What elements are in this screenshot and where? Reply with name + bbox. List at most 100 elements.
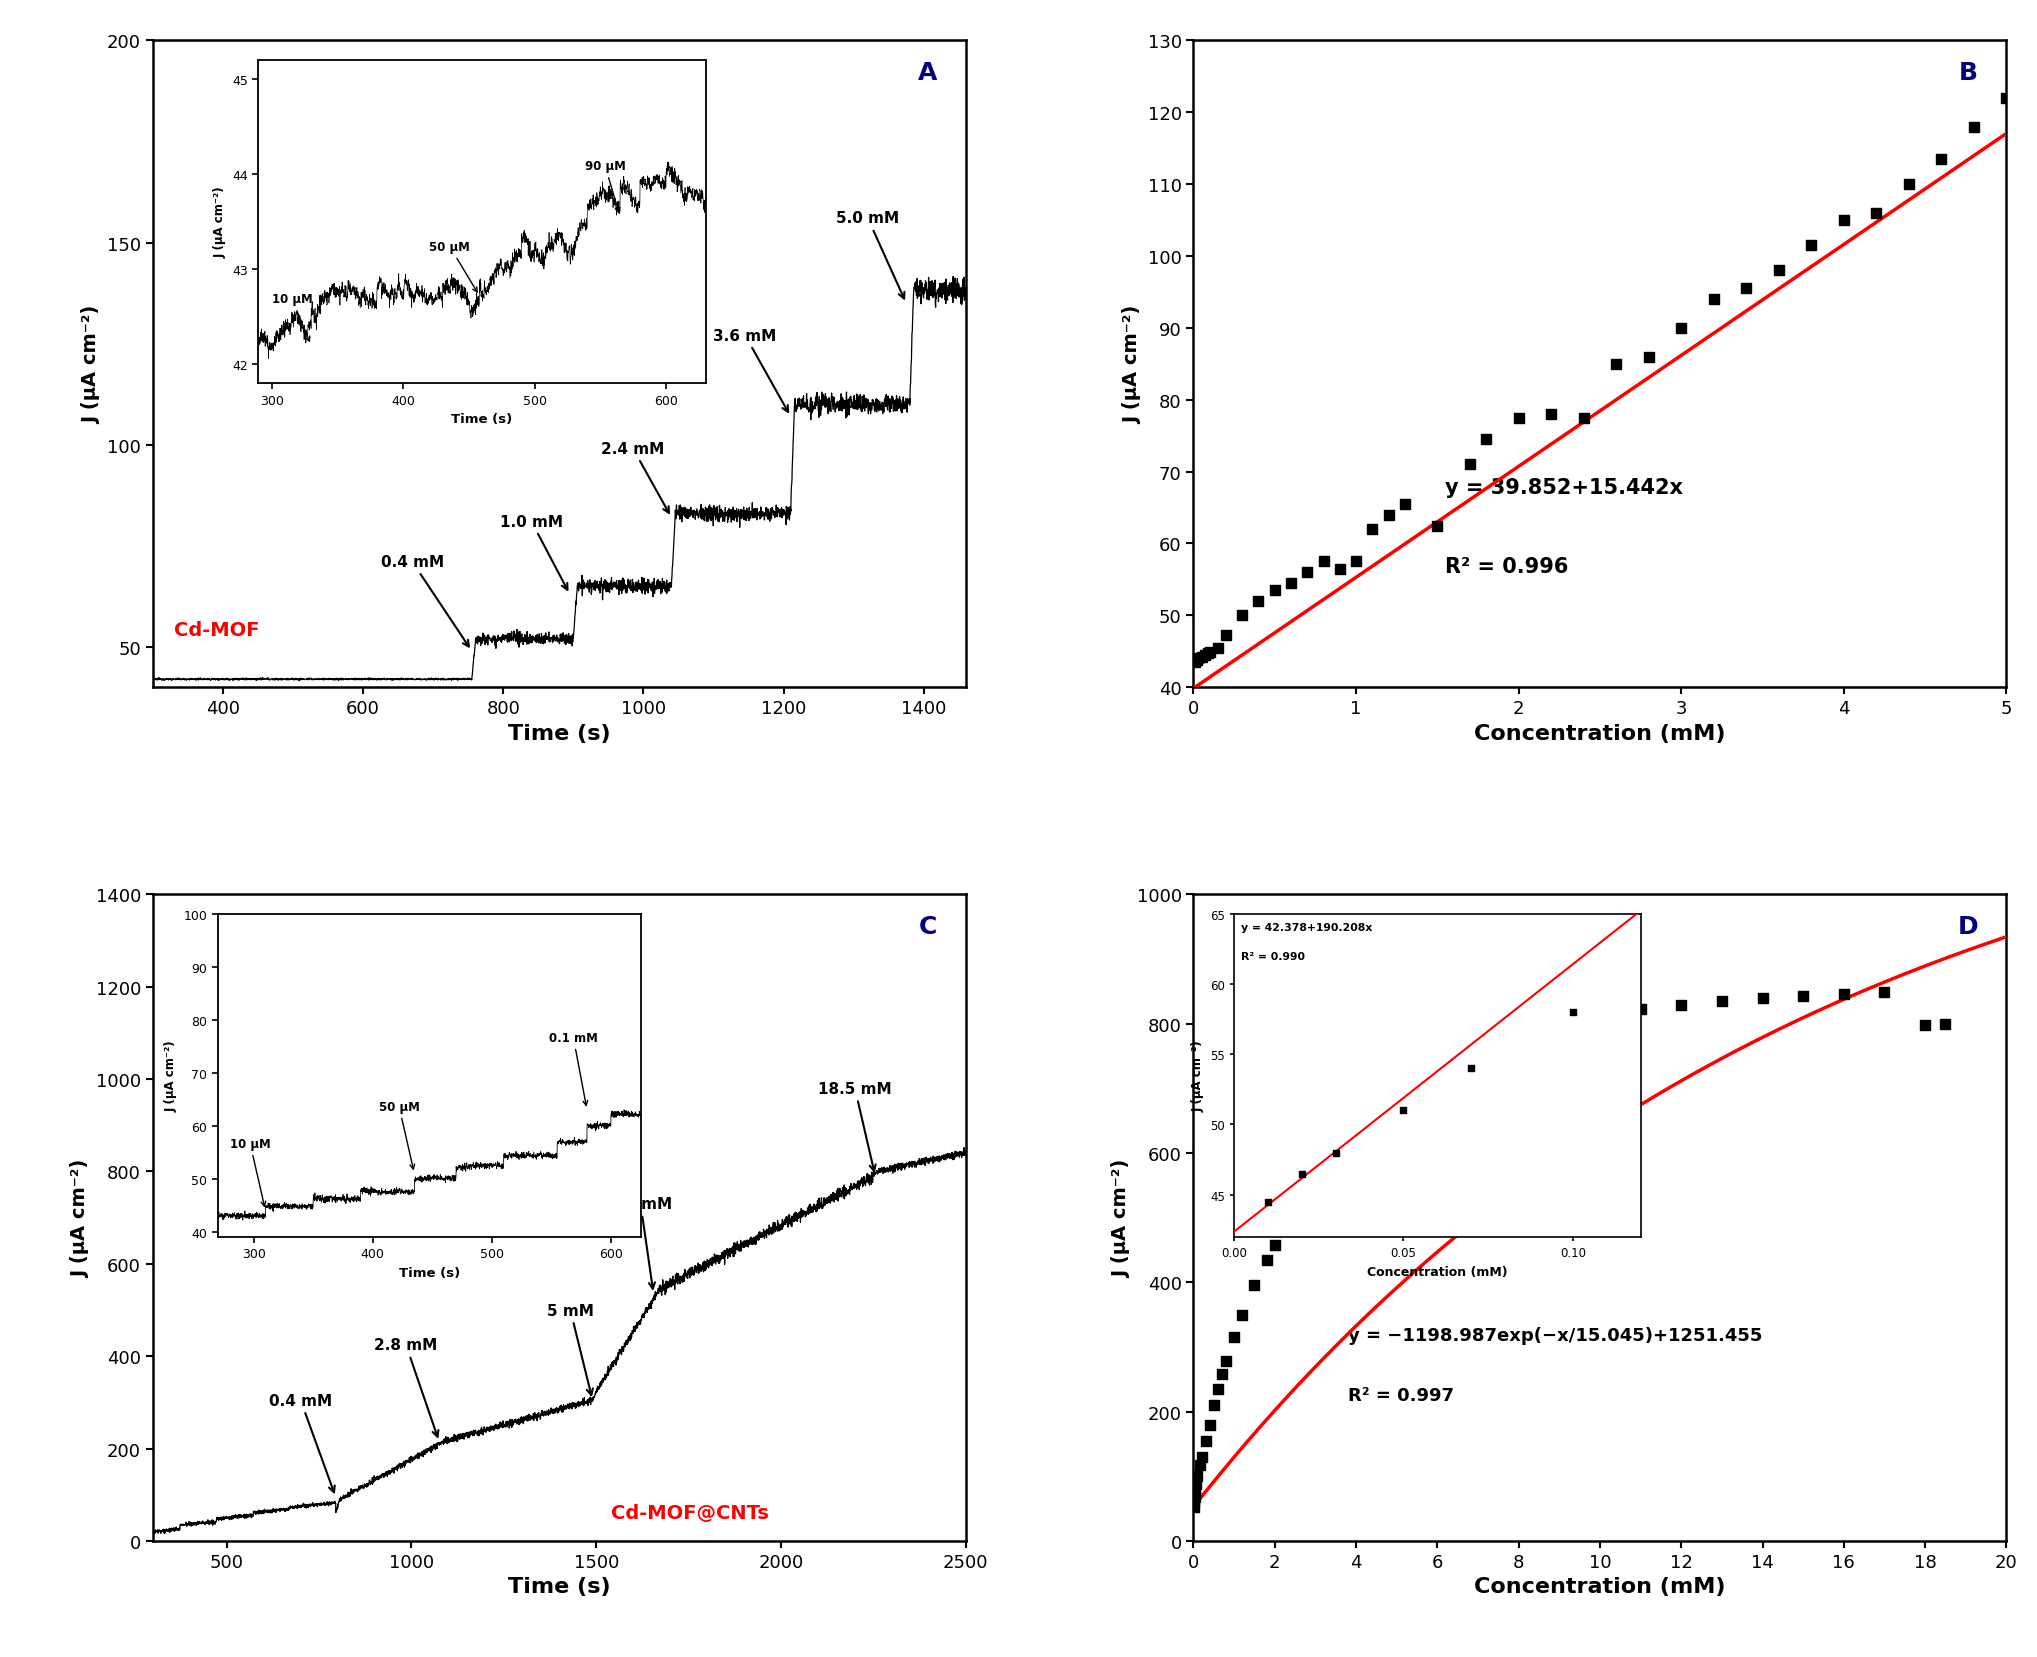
Point	[1361, 1094, 1393, 1120]
Point	[1892, 172, 1925, 199]
Point	[1179, 650, 1212, 676]
Point	[1623, 996, 1656, 1022]
Point	[1198, 1392, 1230, 1418]
Point	[1308, 1147, 1340, 1173]
X-axis label: Time (s): Time (s)	[507, 722, 611, 742]
Point	[1251, 1246, 1283, 1273]
Point	[1389, 492, 1422, 519]
Point	[1503, 1021, 1536, 1047]
Point	[1422, 1051, 1454, 1077]
Point	[1524, 1016, 1556, 1042]
Point	[1929, 1011, 1962, 1037]
Point	[1827, 207, 1860, 234]
Point	[1188, 643, 1220, 669]
X-axis label: Time (s): Time (s)	[507, 1576, 611, 1596]
Point	[1860, 200, 1892, 227]
Point	[1179, 1478, 1212, 1505]
Point	[1664, 993, 1697, 1019]
Point	[1746, 984, 1778, 1011]
Point	[1218, 1324, 1251, 1350]
Point	[1483, 1027, 1516, 1054]
X-axis label: Concentration (mM): Concentration (mM)	[1475, 722, 1725, 742]
Point	[1194, 1412, 1226, 1438]
Point	[1206, 1360, 1238, 1387]
Point	[1192, 641, 1224, 668]
Point	[1534, 401, 1566, 428]
Point	[1186, 645, 1218, 671]
Point	[1542, 1011, 1575, 1037]
Point	[1177, 1483, 1210, 1510]
Text: R² = 0.996: R² = 0.996	[1446, 557, 1568, 577]
Point	[1226, 603, 1259, 630]
Point	[1442, 1042, 1475, 1069]
Point	[1925, 147, 1958, 174]
Point	[1632, 345, 1664, 371]
Point	[1177, 1490, 1210, 1516]
Point	[1795, 234, 1827, 260]
Point	[1202, 635, 1234, 661]
Text: 8.5 mM: 8.5 mM	[609, 1196, 672, 1289]
Point	[1190, 1428, 1222, 1455]
Point	[1181, 1463, 1214, 1490]
Point	[1471, 428, 1503, 454]
Text: Cd-MOF: Cd-MOF	[173, 620, 259, 640]
Point	[1291, 560, 1324, 587]
Point	[1324, 557, 1357, 583]
Text: 0.4 mM: 0.4 mM	[381, 555, 469, 648]
Point	[1243, 588, 1275, 615]
Point	[1868, 979, 1901, 1006]
Point	[1259, 578, 1291, 605]
Point	[1373, 502, 1406, 529]
Point	[1340, 548, 1373, 575]
Point	[1186, 1443, 1218, 1470]
Point	[1179, 1471, 1212, 1498]
Point	[1827, 981, 1860, 1007]
Point	[1357, 517, 1389, 543]
Text: y = −1198.987exp(−x/15.045)+1251.455: y = −1198.987exp(−x/15.045)+1251.455	[1348, 1327, 1762, 1344]
Point	[1729, 277, 1762, 303]
Text: D: D	[1958, 915, 1978, 938]
Point	[1566, 406, 1599, 432]
Point	[1324, 1128, 1357, 1155]
X-axis label: Concentration (mM): Concentration (mM)	[1475, 1576, 1725, 1596]
Text: 1.0 mM: 1.0 mM	[499, 514, 568, 590]
Point	[1697, 287, 1729, 313]
Point	[1275, 1198, 1308, 1225]
Text: Cd-MOF@CNTs: Cd-MOF@CNTs	[611, 1503, 768, 1521]
Point	[1381, 1077, 1414, 1104]
Text: 5 mM: 5 mM	[546, 1302, 595, 1395]
Point	[1705, 988, 1738, 1014]
Point	[1238, 1273, 1271, 1299]
Point	[1183, 1452, 1216, 1478]
Point	[1226, 1301, 1259, 1327]
Point	[1308, 548, 1340, 575]
Text: A: A	[919, 61, 937, 85]
Text: R² = 0.997: R² = 0.997	[1348, 1387, 1454, 1403]
Y-axis label: J (μA cm⁻²): J (μA cm⁻²)	[81, 305, 102, 424]
Point	[1990, 86, 2023, 113]
Point	[1786, 984, 1819, 1011]
Point	[1401, 1064, 1434, 1090]
Point	[1259, 1231, 1291, 1258]
Text: 3.6 mM: 3.6 mM	[713, 328, 788, 413]
Y-axis label: J (μA cm⁻²): J (μA cm⁻²)	[1122, 305, 1143, 424]
Point	[1210, 623, 1243, 650]
Text: y = 39.852+15.442x: y = 39.852+15.442x	[1446, 477, 1683, 497]
Text: 2.8 mM: 2.8 mM	[375, 1337, 438, 1437]
Point	[1179, 648, 1212, 674]
Point	[1909, 1012, 1941, 1039]
Point	[1291, 1170, 1324, 1196]
Point	[1422, 514, 1454, 540]
Point	[1454, 452, 1487, 479]
Text: 5.0 mM: 5.0 mM	[835, 210, 904, 300]
Point	[1599, 351, 1632, 378]
Point	[1340, 1110, 1373, 1137]
Point	[1762, 258, 1795, 285]
Text: C: C	[919, 915, 937, 938]
Y-axis label: J (μA cm⁻²): J (μA cm⁻²)	[71, 1158, 90, 1278]
Text: B: B	[1960, 61, 1978, 85]
Text: 18.5 mM: 18.5 mM	[819, 1080, 892, 1171]
Point	[1210, 1349, 1243, 1375]
Point	[1275, 570, 1308, 597]
Point	[1583, 1001, 1615, 1027]
